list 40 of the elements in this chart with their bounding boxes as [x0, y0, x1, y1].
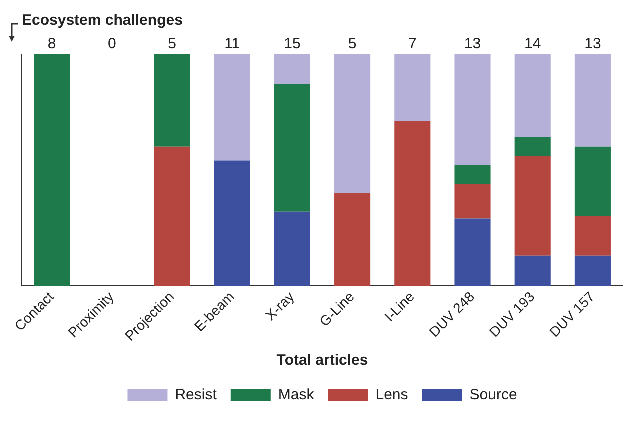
text: 14	[524, 36, 542, 53]
legend-label: Mask	[278, 386, 315, 404]
bar	[154, 146, 190, 286]
bar	[574, 256, 611, 286]
text: 15	[284, 36, 301, 53]
bar	[454, 218, 491, 286]
text: 11	[224, 36, 240, 53]
bar	[334, 193, 371, 286]
legend-label: Resist	[175, 386, 218, 404]
bar	[154, 54, 190, 147]
bar	[34, 54, 70, 286]
text: 8	[48, 36, 56, 53]
text: 13	[464, 36, 482, 53]
legend-label: Source	[470, 386, 518, 404]
bar	[514, 54, 551, 138]
text: 5	[348, 36, 357, 53]
bar	[274, 54, 310, 84]
bar	[214, 160, 250, 286]
text: 0	[108, 36, 116, 53]
bar	[394, 121, 431, 286]
chart-title: Ecosystem challenges	[22, 12, 183, 30]
bar	[574, 146, 611, 216]
bar	[454, 54, 491, 166]
bar	[274, 84, 310, 212]
bar	[394, 54, 431, 122]
text: 13	[584, 36, 602, 53]
bar	[334, 54, 371, 194]
bar	[514, 156, 551, 256]
text: 7	[408, 36, 417, 53]
x-axis-title: Total articles	[276, 352, 368, 370]
bar	[574, 216, 611, 256]
bar	[214, 54, 250, 161]
text: 5	[168, 36, 176, 53]
bar	[454, 165, 491, 184]
bar	[274, 212, 310, 286]
bar	[454, 184, 491, 219]
bar	[514, 256, 551, 286]
legend-label: Lens	[376, 386, 408, 404]
bar	[514, 138, 551, 156]
bar	[574, 54, 611, 147]
